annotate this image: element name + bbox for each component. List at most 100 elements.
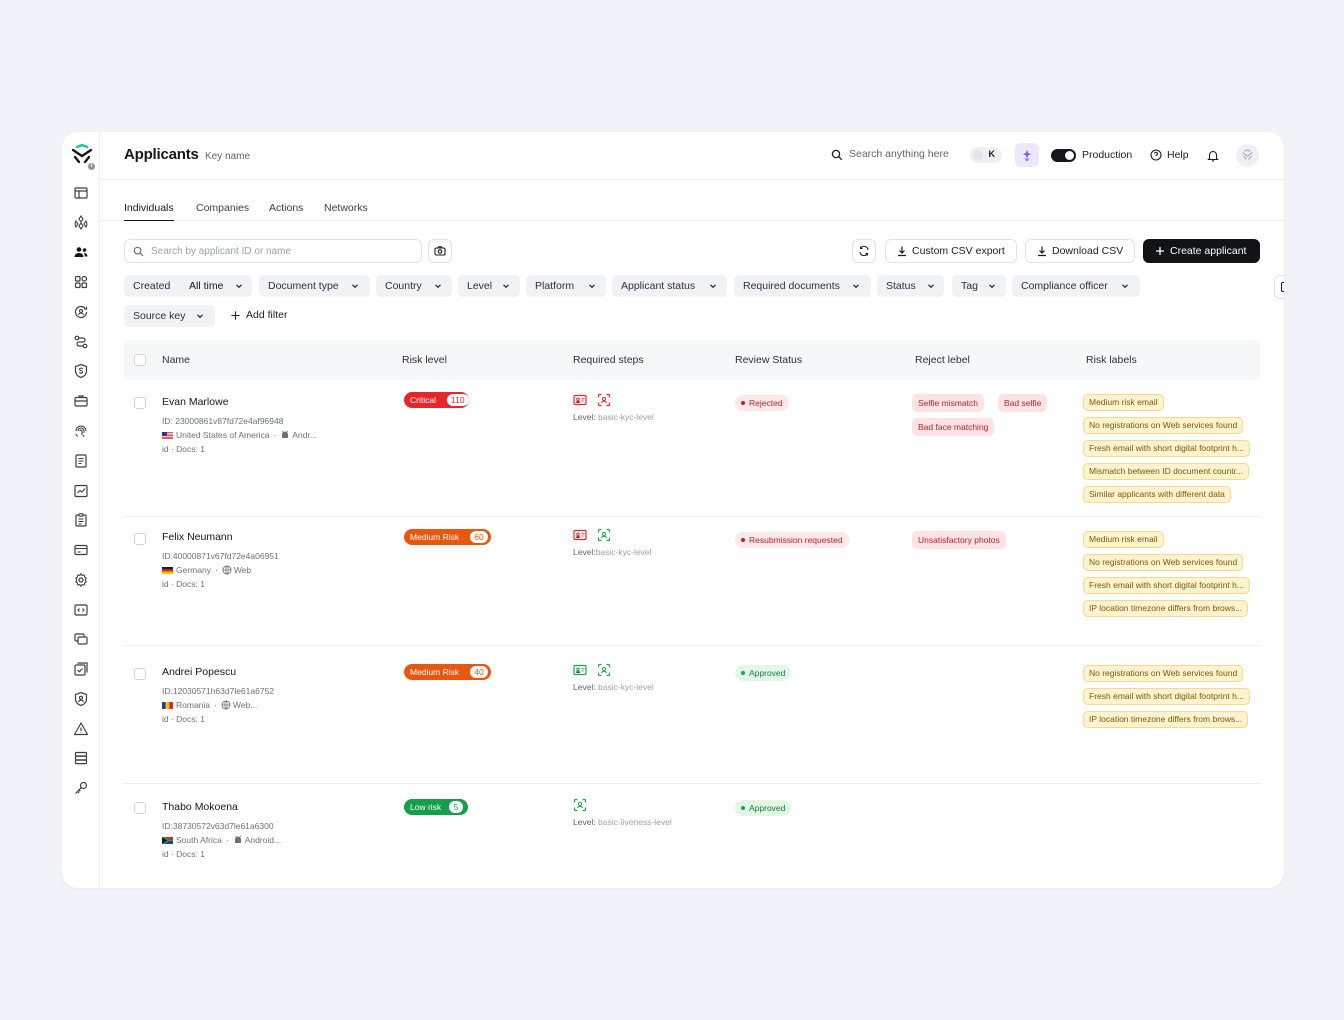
tab-networks[interactable]: Networks — [324, 202, 368, 214]
row-checkbox[interactable] — [134, 397, 146, 409]
applicant-name[interactable]: Evan Marlowe — [162, 396, 229, 408]
logo[interactable]: i — [68, 142, 97, 172]
level-name: basic-kyc-level — [595, 547, 652, 557]
row-checkbox[interactable] — [134, 533, 146, 545]
document-icon[interactable] — [73, 453, 89, 469]
bell-icon[interactable] — [1207, 149, 1219, 162]
refresh-button[interactable] — [852, 239, 876, 263]
shield-user-icon[interactable] — [73, 691, 89, 707]
id-document-step-icon[interactable] — [573, 393, 587, 407]
column-risk-labels[interactable]: Risk labels — [1086, 354, 1137, 366]
production-toggle[interactable] — [1051, 149, 1076, 162]
network-icon[interactable] — [73, 214, 89, 230]
column-reject-label[interactable]: Reject lebel — [915, 354, 970, 366]
grid-icon[interactable] — [73, 274, 89, 290]
filter-tag[interactable]: Tag — [952, 275, 1006, 297]
applicant-name[interactable]: Andrei Popescu — [162, 666, 237, 678]
camera-search-button[interactable] — [428, 239, 452, 263]
refresh-user-icon[interactable] — [73, 304, 89, 320]
face-scan-step-icon[interactable] — [573, 798, 587, 812]
face-scan-step-icon[interactable] — [597, 663, 611, 677]
id-document-step-icon[interactable] — [573, 663, 587, 677]
filter-applicant-status[interactable]: Applicant status — [612, 275, 727, 297]
card-icon[interactable] — [73, 542, 89, 558]
table-row[interactable]: Evan Marlowe ID: 23000861v87fd72e4af9694… — [124, 392, 1260, 514]
applicants-icon[interactable] — [68, 239, 94, 265]
chevron-down-icon — [589, 284, 595, 289]
row-checkbox[interactable] — [134, 668, 146, 680]
review-status-badge: Resubmission requested — [735, 532, 849, 548]
row-divider — [124, 645, 1260, 646]
id-document-step-icon[interactable] — [573, 528, 587, 542]
analytics-icon[interactable] — [73, 483, 89, 499]
tab-companies[interactable]: Companies — [196, 202, 250, 214]
row-checkbox[interactable] — [134, 802, 146, 814]
row-divider — [124, 516, 1260, 517]
column-name[interactable]: Name — [162, 354, 191, 366]
risk-badge: Medium Risk 40 — [404, 664, 491, 680]
table-row[interactable]: Thabo Mokoena ID:38730572v63d7le61a6300 … — [124, 798, 1260, 874]
fingerprint-icon[interactable] — [73, 423, 89, 439]
warning-icon[interactable] — [73, 721, 89, 737]
create-applicant-button[interactable]: Create applicant — [1143, 239, 1260, 263]
filter-created[interactable]: Created All time — [124, 275, 252, 297]
column-required-steps[interactable]: Required steps — [573, 354, 644, 366]
face-scan-step-icon[interactable] — [597, 528, 611, 542]
settings-icon[interactable] — [73, 572, 89, 588]
filter-document-type[interactable]: Document type — [259, 275, 370, 297]
clipboard-icon[interactable] — [73, 512, 89, 528]
table-row[interactable]: Felix Neumann ID:40000871v67fd72e4a06951… — [124, 528, 1260, 638]
filter-status[interactable]: Status — [877, 275, 944, 297]
messages-icon[interactable] — [73, 631, 89, 647]
face-scan-step-icon[interactable] — [597, 393, 611, 407]
country-label: United States of America — [176, 430, 270, 440]
chevron-down-icon — [435, 284, 441, 289]
filter-label: Applicant status — [621, 280, 696, 292]
columns-settings-button[interactable] — [1274, 275, 1284, 299]
code-icon[interactable] — [73, 602, 89, 618]
risk-badge: Low risk 5 — [404, 799, 468, 815]
tab-individuals[interactable]: Individuals — [124, 202, 174, 221]
applicant-id: ID:12030571h63d7le61a6752 — [162, 686, 275, 696]
status-dot-icon — [741, 671, 745, 675]
filter-label: Created — [133, 280, 171, 292]
dashboard-icon[interactable] — [73, 185, 89, 201]
filter-required-documents[interactable]: Required documents — [734, 275, 871, 297]
review-status-badge: Rejected — [735, 395, 789, 411]
review-status-text: Resubmission requested — [749, 535, 843, 545]
workflow-icon[interactable] — [73, 334, 89, 350]
risk-label-tag: Similar applicants with different data — [1083, 486, 1231, 503]
ai-assistant-button[interactable] — [1015, 143, 1039, 167]
applicant-docs: id · Docs: 1 — [162, 849, 205, 859]
filter-compliance-officer[interactable]: Compliance officer — [1012, 275, 1140, 297]
applicant-search-input[interactable] — [151, 244, 411, 258]
select-all-checkbox[interactable] — [134, 354, 146, 366]
filter-level[interactable]: Level — [458, 275, 520, 297]
filter-country[interactable]: Country — [376, 275, 452, 297]
download-csv-button[interactable]: Download CSV — [1025, 239, 1135, 263]
sparkle-icon — [1022, 150, 1032, 161]
risk-label-tag: IP location timezone differs from brows.… — [1083, 711, 1249, 728]
applicant-id: ID: 23000861v87fd72e4af96948 — [162, 416, 284, 426]
database-icon[interactable] — [73, 750, 89, 766]
download-csv-label: Download CSV — [1052, 245, 1124, 257]
filter-platform[interactable]: Platform — [526, 275, 606, 297]
custom-csv-export-button[interactable]: Custom CSV export — [885, 239, 1017, 263]
filter-label: Document type — [268, 280, 339, 292]
global-search[interactable]: Search anything here K — [825, 144, 1005, 166]
shield-dollar-icon[interactable] — [73, 363, 89, 379]
tab-actions[interactable]: Actions — [269, 202, 304, 214]
applicant-name[interactable]: Thabo Mokoena — [162, 801, 238, 813]
tasks-icon[interactable] — [73, 661, 89, 677]
filter-source-key[interactable]: Source key — [124, 305, 215, 327]
platform-label: Web — [233, 565, 252, 575]
key-icon[interactable] — [73, 780, 89, 796]
avatar[interactable] — [1236, 144, 1259, 167]
column-review-status[interactable]: Review Status — [735, 354, 803, 366]
chevron-down-icon — [1122, 284, 1128, 289]
column-risk-level[interactable]: Risk level — [402, 354, 447, 366]
applicant-name[interactable]: Felix Neumann — [162, 531, 233, 543]
android-icon — [234, 835, 241, 843]
table-row[interactable]: Andrei Popescu ID:12030571h63d7le61a6752… — [124, 663, 1260, 773]
briefcase-icon[interactable] — [73, 393, 89, 409]
